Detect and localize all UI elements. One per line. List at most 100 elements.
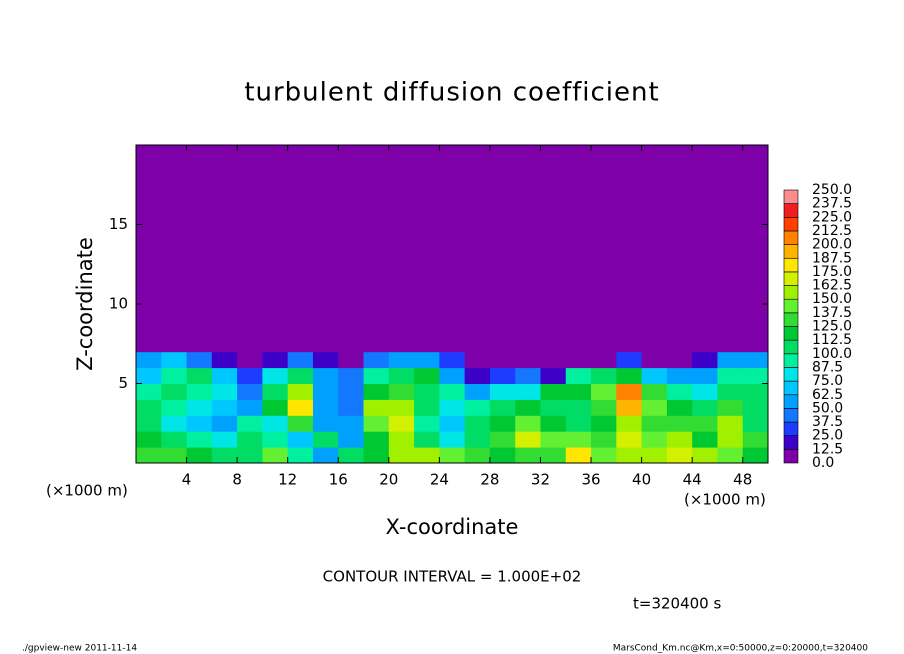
cell bbox=[692, 335, 718, 353]
cell bbox=[616, 145, 643, 337]
cell bbox=[742, 335, 769, 353]
cell bbox=[161, 383, 188, 400]
y-tick-label: 15 bbox=[109, 215, 128, 233]
cell bbox=[540, 431, 567, 448]
cell bbox=[388, 399, 415, 416]
cell bbox=[186, 447, 213, 464]
cell bbox=[742, 415, 769, 432]
colorbar-label: 162.5 bbox=[812, 278, 852, 294]
cell bbox=[742, 447, 769, 464]
cell bbox=[262, 415, 289, 432]
cell bbox=[717, 447, 744, 464]
cell bbox=[237, 415, 263, 432]
cell bbox=[540, 145, 567, 337]
cell bbox=[186, 335, 213, 353]
colorbar-segment bbox=[783, 230, 799, 245]
cell bbox=[439, 399, 466, 416]
cell bbox=[489, 415, 516, 432]
cell bbox=[565, 447, 592, 464]
x-axis-label: X-coordinate bbox=[386, 515, 519, 539]
colorbar-label: 50.0 bbox=[812, 400, 843, 416]
colorbar-segment bbox=[783, 271, 799, 286]
colorbar-segment bbox=[783, 353, 799, 368]
cell bbox=[692, 431, 718, 448]
cell bbox=[439, 335, 466, 353]
cell bbox=[565, 367, 592, 384]
colorbar-segment bbox=[783, 312, 799, 327]
cell bbox=[616, 351, 643, 369]
cell bbox=[742, 351, 769, 369]
cell bbox=[312, 351, 339, 369]
cell bbox=[591, 447, 617, 464]
cell bbox=[666, 431, 693, 448]
colorbar-label: 75.0 bbox=[812, 373, 843, 389]
x-tick-label: 48 bbox=[733, 471, 752, 489]
colorbar-label: 87.5 bbox=[812, 359, 843, 375]
cell bbox=[161, 367, 188, 384]
cell bbox=[515, 145, 541, 337]
colorbar-label: 250.0 bbox=[812, 182, 852, 198]
cell bbox=[464, 431, 491, 448]
cell bbox=[161, 335, 188, 353]
cell bbox=[338, 145, 365, 337]
cell bbox=[186, 383, 213, 400]
cell bbox=[540, 367, 567, 384]
cell bbox=[338, 399, 365, 416]
cell bbox=[237, 431, 263, 448]
cell bbox=[414, 351, 440, 369]
colorbar-segment bbox=[783, 285, 799, 300]
colorbar-segment bbox=[783, 189, 799, 204]
cell bbox=[616, 383, 643, 400]
cell bbox=[692, 351, 718, 369]
cell bbox=[363, 431, 390, 448]
cell bbox=[515, 399, 541, 416]
cell bbox=[742, 145, 769, 337]
cell bbox=[616, 399, 643, 416]
cell bbox=[591, 145, 617, 337]
cell bbox=[388, 447, 415, 464]
cell bbox=[515, 415, 541, 432]
cell bbox=[540, 399, 567, 416]
cell bbox=[338, 415, 365, 432]
cell bbox=[136, 383, 162, 400]
cell bbox=[186, 431, 213, 448]
cell bbox=[186, 351, 213, 369]
colorbar-label: 12.5 bbox=[812, 441, 843, 457]
cell bbox=[641, 431, 668, 448]
colorbar-segment bbox=[783, 298, 799, 314]
colorbar-segment bbox=[783, 435, 799, 450]
cell bbox=[211, 145, 238, 337]
cell bbox=[312, 367, 339, 384]
cell bbox=[363, 145, 390, 337]
cell bbox=[312, 431, 339, 448]
cell bbox=[211, 351, 238, 369]
cell bbox=[489, 383, 516, 400]
cell bbox=[717, 351, 744, 369]
colorbar-label: 212.5 bbox=[812, 223, 852, 239]
cell bbox=[161, 351, 188, 369]
cell bbox=[439, 415, 466, 432]
cell bbox=[439, 431, 466, 448]
cell bbox=[388, 367, 415, 384]
cell bbox=[515, 335, 541, 353]
x-tick-label: 32 bbox=[531, 471, 550, 489]
colorbar-segment bbox=[783, 203, 799, 218]
cell bbox=[237, 335, 263, 353]
cell bbox=[515, 367, 541, 384]
colorbar-label: 100.0 bbox=[812, 346, 852, 362]
cell bbox=[186, 145, 213, 337]
cell bbox=[388, 383, 415, 400]
cell bbox=[565, 383, 592, 400]
footer-left: ./gpview-new 2011-11-14 bbox=[22, 644, 137, 654]
cell bbox=[742, 367, 769, 384]
colorbar-segment bbox=[783, 217, 799, 232]
cell bbox=[237, 447, 263, 464]
cell bbox=[161, 447, 188, 464]
cell bbox=[742, 431, 769, 448]
cell bbox=[186, 367, 213, 384]
cell bbox=[414, 383, 440, 400]
cell bbox=[464, 383, 491, 400]
cell bbox=[136, 145, 162, 337]
cell bbox=[591, 399, 617, 416]
